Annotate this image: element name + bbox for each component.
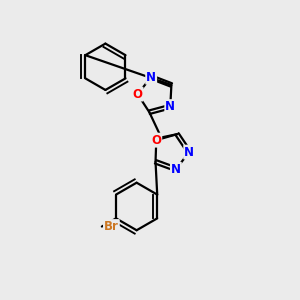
- Text: O: O: [151, 134, 161, 147]
- Text: N: N: [146, 71, 156, 84]
- Text: N: N: [184, 146, 194, 159]
- Text: O: O: [133, 88, 142, 100]
- Text: N: N: [165, 100, 175, 113]
- Text: N: N: [171, 163, 181, 176]
- Text: Br: Br: [104, 220, 119, 233]
